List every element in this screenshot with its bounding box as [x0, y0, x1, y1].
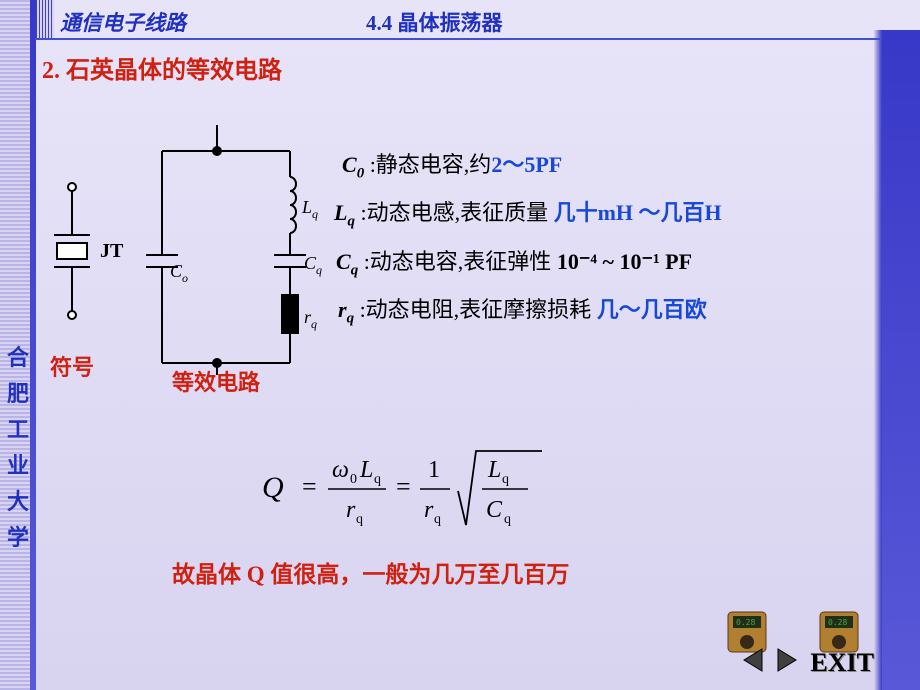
right-bar	[882, 30, 920, 690]
svg-text:q: q	[434, 512, 441, 527]
svg-text:L: L	[359, 457, 373, 483]
def-c0: C0 :静态电容,约2～5PF	[342, 145, 878, 193]
prev-button[interactable]	[738, 645, 768, 680]
university-vtext: 合肥工业大学	[6, 340, 30, 556]
svg-text:ω: ω	[332, 457, 349, 483]
circuit-diagram: JT Co Lq Cq rq	[42, 85, 332, 375]
q-formula: Q = ω 0 L q r q = 1 r q	[252, 435, 592, 550]
svg-text:Cq: Cq	[304, 253, 322, 277]
svg-text:=: =	[302, 472, 317, 501]
section-number: 2.	[42, 58, 60, 84]
section-text: 石英晶体的等效电路	[60, 58, 282, 84]
def-rq: rq :动态电阻,表征摩擦损耗 几～几百欧	[338, 290, 878, 338]
conclusion-post: 值很高，一般为几万至几百万	[265, 562, 570, 587]
exit-button[interactable]: EXIT	[810, 648, 874, 678]
svg-text:r: r	[346, 497, 356, 523]
svg-text:Q: Q	[262, 471, 284, 504]
definitions: C0 :静态电容,约2～5PF Lq :动态电感,表征质量 几十mH ～几百H …	[342, 145, 878, 339]
left-stripe	[30, 0, 36, 690]
svg-text:q: q	[502, 472, 509, 487]
svg-text:q: q	[374, 472, 381, 487]
svg-text:=: =	[396, 472, 411, 501]
svg-text:0.28: 0.28	[736, 618, 755, 627]
conclusion-q: Q	[247, 562, 265, 587]
svg-text:0: 0	[350, 472, 357, 487]
svg-text:Co: Co	[170, 261, 188, 285]
course-title: 通信电子线路	[60, 7, 186, 37]
slide: 通信电子线路 4.4 晶体振荡器 合肥工业大学 2. 石英晶体的等效电路	[0, 0, 920, 690]
university-label: 合肥工业大学	[7, 345, 29, 550]
svg-text:q: q	[356, 512, 363, 527]
top-stripe	[36, 0, 54, 38]
equiv-caption: 等效电路	[172, 365, 260, 397]
conclusion-pre: 故晶体	[172, 562, 247, 587]
svg-text:1: 1	[428, 457, 440, 483]
svg-text:0.28: 0.28	[828, 618, 847, 627]
def-lq: Lq :动态电感,表征质量 几十mH ～几百H	[334, 193, 878, 241]
svg-text:r: r	[424, 497, 434, 523]
nav-bar: EXIT	[738, 645, 874, 680]
svg-text:q: q	[504, 512, 511, 527]
chapter-title: 4.4 晶体振荡器	[366, 7, 503, 37]
header: 通信电子线路 4.4 晶体振荡器	[60, 6, 920, 38]
def-cq: Cq :动态电容,表征弹性 10⁻⁴ ~ 10⁻¹ PF	[336, 242, 878, 290]
next-button[interactable]	[772, 645, 802, 680]
jt-label: JT	[100, 240, 124, 262]
svg-text:C: C	[486, 497, 503, 523]
section-title: 2. 石英晶体的等效电路	[42, 50, 878, 85]
conclusion: 故晶体 Q 值很高，一般为几万至几百万	[172, 555, 569, 589]
symbol-caption: 符号	[50, 350, 94, 382]
svg-text:L: L	[487, 457, 501, 483]
header-rule	[35, 38, 882, 40]
content: 2. 石英晶体的等效电路	[42, 50, 878, 690]
svg-text:Lq: Lq	[301, 197, 318, 221]
svg-text:rq: rq	[304, 307, 317, 331]
